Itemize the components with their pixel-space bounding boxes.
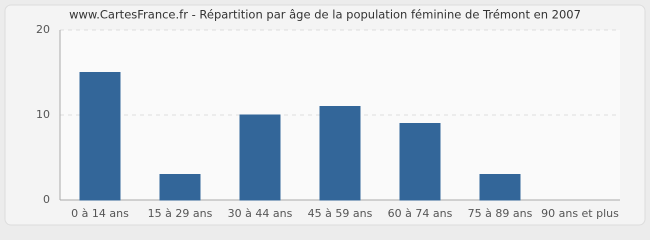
- x-tick-label: 15 à 29 ans: [148, 207, 213, 220]
- bar: [239, 114, 281, 201]
- x-tick-label: 75 à 89 ans: [468, 207, 533, 220]
- x-tick-label: 45 à 59 ans: [308, 207, 373, 220]
- bar: [319, 106, 361, 201]
- x-tick-label: 60 à 74 ans: [388, 207, 453, 220]
- x-tick-label: 0 à 14 ans: [71, 207, 129, 220]
- bar: [159, 174, 201, 201]
- y-tick-label: 10: [36, 108, 50, 121]
- x-tick-label: 90 ans et plus: [541, 207, 619, 220]
- y-tick-label: 0: [43, 193, 50, 206]
- bar: [79, 72, 121, 201]
- bar: [479, 174, 521, 201]
- bar: [399, 123, 441, 201]
- x-tick-label: 30 à 44 ans: [228, 207, 293, 220]
- y-tick-label: 20: [36, 23, 50, 36]
- chart-title: www.CartesFrance.fr - Répartition par âg…: [69, 8, 581, 22]
- chart: www.CartesFrance.fr - Répartition par âg…: [4, 4, 646, 226]
